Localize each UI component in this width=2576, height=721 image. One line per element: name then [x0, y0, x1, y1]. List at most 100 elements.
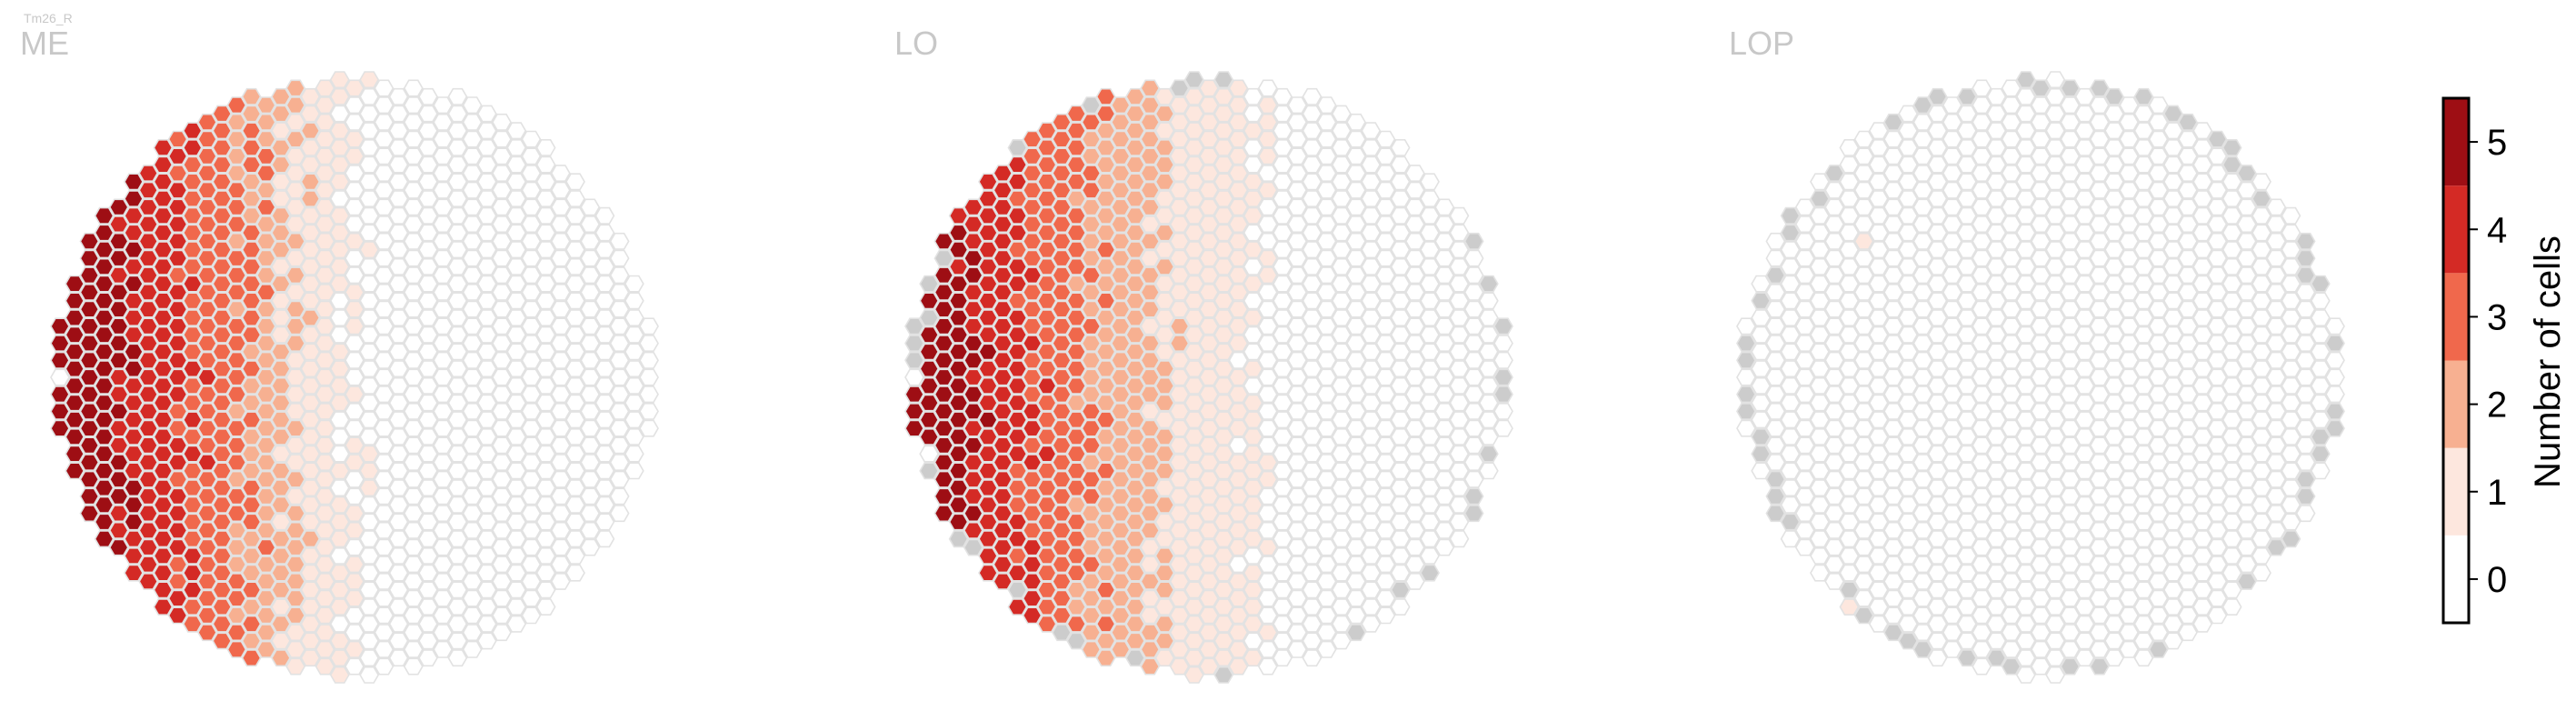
- column-hex: [1273, 530, 1293, 548]
- column-hex: [1853, 538, 1874, 556]
- column-hex: [2252, 411, 2271, 429]
- column-hex: [344, 300, 364, 318]
- column-hex: [374, 470, 394, 488]
- column-hex: [2266, 198, 2287, 216]
- column-hex: [1140, 487, 1161, 506]
- column-hex: [1243, 292, 1263, 310]
- column-hex: [1824, 368, 1845, 386]
- column-hex: [2104, 564, 2124, 582]
- column-hex: [1868, 564, 1889, 582]
- column-hex: [1140, 505, 1161, 523]
- column-hex: [1390, 530, 1411, 548]
- column-hex: [2074, 394, 2095, 412]
- column-hex: [1316, 454, 1337, 471]
- column-hex: [1853, 284, 1874, 301]
- column-hex: [241, 649, 262, 667]
- column-hex: [403, 266, 424, 285]
- column-hex: [2089, 454, 2110, 471]
- column-hex: [1898, 615, 1919, 633]
- column-hex: [1257, 317, 1278, 335]
- column-hex: [1302, 105, 1323, 123]
- column-hex: [1331, 139, 1352, 156]
- column-hex: [212, 343, 233, 361]
- column-hex: [226, 386, 247, 404]
- column-hex: [2031, 232, 2051, 250]
- column-hex: [300, 241, 321, 259]
- column-hex: [2236, 351, 2257, 369]
- column-hex: [167, 386, 188, 404]
- column-hex: [948, 206, 969, 225]
- column-hex: [2207, 573, 2228, 590]
- column-hex: [2252, 513, 2271, 531]
- column-hex: [2266, 436, 2287, 455]
- column-hex: [1942, 165, 1962, 182]
- column-hex: [1331, 615, 1352, 633]
- column-hex: [2104, 224, 2124, 242]
- column-hex: [904, 419, 924, 437]
- column-hex: [255, 454, 276, 471]
- column-hex: [476, 479, 497, 497]
- column-hex: [1140, 284, 1161, 301]
- column-hex: [2104, 257, 2124, 275]
- column-hex: [2045, 376, 2066, 395]
- column-hex: [2104, 394, 2124, 412]
- column-hex: [1434, 368, 1455, 386]
- column-hex: [1986, 139, 2007, 156]
- column-hex: [1780, 513, 1801, 531]
- column-hex: [1287, 556, 1308, 574]
- column-hex: [1794, 470, 1815, 488]
- column-hex: [2060, 436, 2081, 455]
- column-hex: [476, 462, 497, 480]
- column-hex: [344, 147, 364, 165]
- column-hex: [271, 257, 291, 275]
- column-hex: [226, 589, 247, 607]
- column-hex: [1081, 351, 1102, 369]
- column-hex: [492, 215, 512, 234]
- column-hex: [1375, 284, 1396, 301]
- column-hex: [1824, 573, 1845, 590]
- column-hex: [124, 479, 144, 497]
- column-hex: [344, 215, 364, 234]
- column-hex: [344, 317, 364, 335]
- column-hex: [1302, 496, 1323, 514]
- column-hex: [1052, 386, 1072, 404]
- column-hex: [153, 479, 174, 497]
- column-hex: [1927, 206, 1948, 225]
- column-hex: [1302, 445, 1323, 463]
- column-hex: [1434, 249, 1455, 267]
- column-hex: [138, 454, 159, 471]
- column-hex: [506, 173, 527, 191]
- column-hex: [934, 505, 954, 523]
- column-hex: [934, 368, 954, 386]
- column-hex: [1404, 284, 1425, 301]
- column-hex: [2119, 181, 2140, 199]
- column-hex: [374, 198, 394, 216]
- column-hex: [1794, 266, 1815, 285]
- column-hex: [1478, 360, 1499, 378]
- column-hex: [300, 139, 321, 156]
- column-hex: [2133, 139, 2154, 156]
- column-hex: [1095, 496, 1116, 514]
- column-hex: [1316, 556, 1337, 574]
- column-hex: [1404, 300, 1425, 318]
- column-hex: [1183, 530, 1204, 548]
- column-hex: [2060, 232, 2081, 250]
- column-hex: [182, 292, 203, 310]
- column-hex: [1361, 360, 1382, 378]
- column-hex: [315, 487, 335, 506]
- column-hex: [1273, 649, 1293, 667]
- column-hex: [197, 521, 217, 539]
- column-hex: [374, 521, 394, 539]
- column-hex: [934, 403, 954, 420]
- column-hex: [2045, 564, 2066, 582]
- column-hex: [1957, 479, 1977, 497]
- column-hex: [108, 521, 129, 539]
- column-hex: [2031, 351, 2051, 369]
- column-hex: [2001, 147, 2022, 165]
- column-hex: [2236, 300, 2257, 318]
- column-hex: [1125, 275, 1145, 293]
- column-hex: [462, 556, 483, 574]
- column-hex: [1883, 368, 1903, 386]
- column-hex: [1199, 589, 1219, 607]
- column-hex: [1810, 445, 1830, 463]
